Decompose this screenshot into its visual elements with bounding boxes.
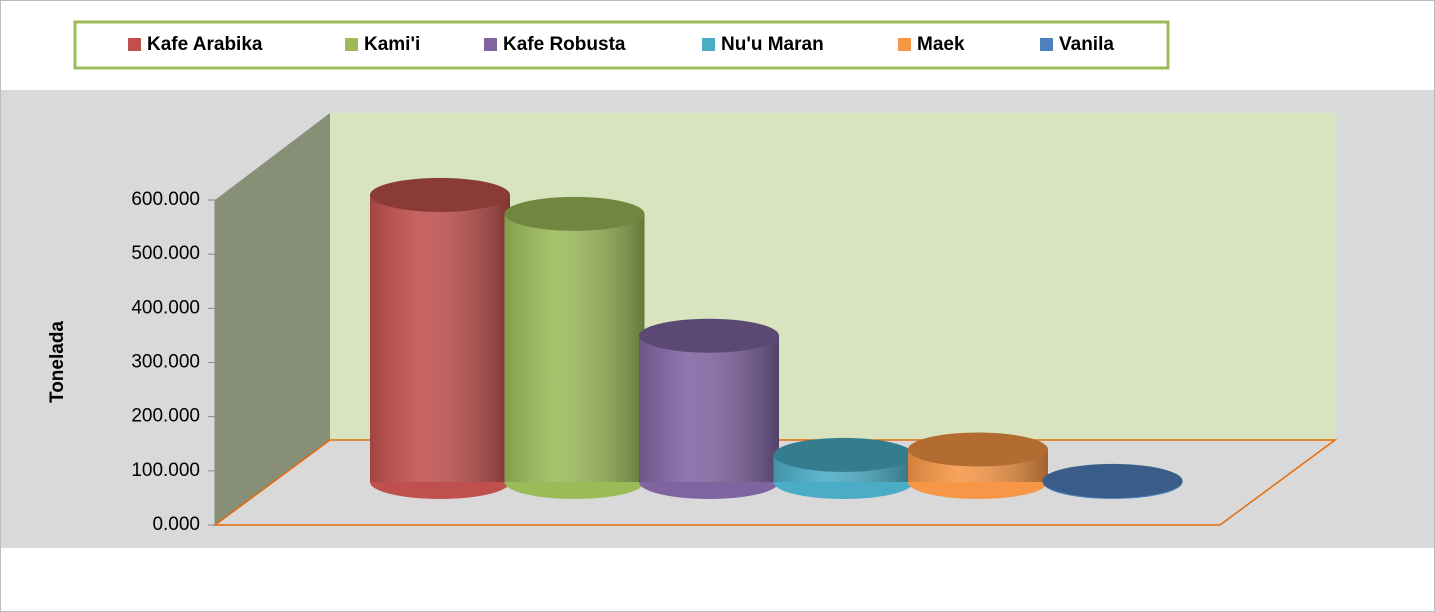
cylinder-top — [908, 432, 1048, 467]
cylinder-shade — [370, 194, 510, 482]
cylinder-shade — [504, 213, 645, 482]
cylinder-top — [504, 196, 645, 231]
legend-label: Kafe Arabika — [147, 34, 263, 55]
cylinder-shade — [639, 335, 779, 482]
legend-label: Kami'i — [364, 34, 420, 55]
legend-label: Vanila — [1059, 34, 1114, 55]
legend-swatch — [1040, 38, 1053, 51]
legend-label: Nu'u Maran — [721, 34, 824, 55]
cylinder-top — [370, 177, 510, 212]
legend-swatch — [898, 38, 911, 51]
side-wall — [215, 113, 330, 525]
y-tick-label: 100.000 — [131, 460, 200, 481]
legend-swatch — [128, 38, 141, 51]
y-axis-label: Tonelada — [47, 321, 68, 403]
y-tick-label: 300.000 — [131, 352, 200, 373]
legend-swatch — [345, 38, 358, 51]
cylinder-top — [773, 437, 914, 472]
legend-label: Maek — [917, 34, 965, 55]
y-tick-label: 500.000 — [131, 243, 200, 264]
legend-swatch — [702, 38, 715, 51]
legend-swatch — [484, 38, 497, 51]
cylinder-top — [639, 318, 779, 353]
y-tick-label: 600.000 — [131, 189, 200, 210]
legend-label: Kafe Robusta — [503, 34, 626, 55]
y-tick-label: 400.000 — [131, 297, 200, 318]
y-tick-label: 0.000 — [152, 514, 200, 535]
legend — [73, 20, 1170, 70]
cylinder-top — [1042, 463, 1183, 498]
y-tick-label: 200.000 — [131, 406, 200, 427]
